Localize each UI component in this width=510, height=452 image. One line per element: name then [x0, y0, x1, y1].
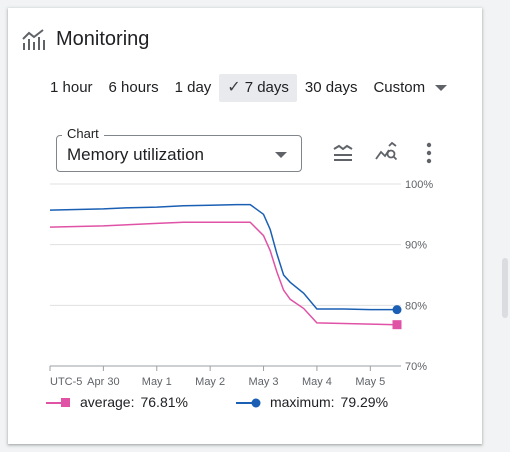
legend-item-maximum[interactable]: maximum: 79.29% — [235, 394, 389, 410]
legend-item-average[interactable]: average: 76.81% — [46, 394, 188, 410]
y-tick-label: 100% — [405, 179, 433, 191]
x-tick-label: Apr 30 — [87, 376, 119, 388]
time-range-label: Custom — [373, 79, 426, 96]
x-tick-label: May 2 — [195, 376, 225, 388]
x-timezone-label: UTC-5 — [50, 376, 82, 388]
chart-metric-select[interactable]: Memory utilization — [56, 135, 302, 172]
chevron-down-icon — [435, 85, 448, 91]
time-range-6-hours[interactable]: 6 hours — [101, 74, 167, 102]
more-options-icon[interactable] — [417, 141, 443, 165]
y-tick-label: 90% — [405, 240, 427, 252]
time-range-selector: 1 hour 6 hours 1 day ✓ 7 days 30 days Cu… — [42, 74, 455, 102]
y-tick-label: 80% — [405, 300, 427, 312]
legend-toggle-icon[interactable] — [331, 141, 357, 165]
time-range-1-hour[interactable]: 1 hour — [42, 74, 101, 102]
chart-metric-value: Memory utilization — [67, 145, 204, 164]
legend-maximum-swatch — [235, 398, 261, 408]
page-scrollbar-track[interactable] — [500, 0, 510, 452]
legend-average-value: 76.81% — [140, 394, 188, 410]
time-range-label: 1 day — [174, 79, 212, 96]
card-header: Monitoring — [22, 28, 149, 51]
legend-maximum-circle-marker — [251, 398, 261, 408]
time-range-label: 30 days — [304, 79, 358, 96]
x-tick-label: May 1 — [142, 376, 172, 388]
page-scrollbar-thumb[interactable] — [502, 258, 508, 318]
legend-average-swatch — [46, 398, 70, 407]
chart-select-label: Chart — [62, 126, 104, 141]
chart-legend: average: 76.81% maximum: 79.29% — [46, 394, 436, 410]
time-range-label: 1 hour — [50, 79, 93, 96]
y-tick-label: 70% — [405, 361, 427, 373]
check-icon: ✓ — [227, 79, 241, 96]
dropdown-arrow-icon — [275, 152, 287, 158]
series-endpoint-average — [392, 320, 402, 330]
legend-average-name: average: — [80, 394, 135, 410]
explore-chart-icon[interactable] — [374, 141, 400, 165]
time-range-label: 6 hours — [108, 79, 159, 96]
series-line-maximum — [49, 203, 397, 311]
time-range-30-days[interactable]: 30 days — [297, 74, 366, 102]
series-line-average — [49, 221, 398, 326]
time-range-1-day[interactable]: 1 day — [167, 74, 220, 102]
x-tick-label: May 4 — [302, 376, 332, 388]
legend-average-square-marker — [61, 398, 70, 407]
card-title: Monitoring — [56, 28, 150, 50]
time-range-custom[interactable]: Custom — [365, 74, 455, 102]
x-tick-label: May 3 — [249, 376, 279, 388]
legend-maximum-name: maximum: — [269, 394, 335, 410]
monitoring-chart-icon — [22, 28, 46, 51]
time-range-7-days[interactable]: ✓ 7 days — [219, 74, 297, 102]
series-endpoint-maximum — [392, 305, 402, 315]
time-range-label: 7 days — [244, 79, 289, 96]
memory-utilization-chart[interactable]: 70% 80% 90% 100% UTC-5 Apr 30 May 1 May 2 May 3 M… — [0, 170, 480, 390]
legend-maximum-value: 79.29% — [340, 394, 389, 410]
x-tick-label: May 5 — [355, 376, 385, 388]
